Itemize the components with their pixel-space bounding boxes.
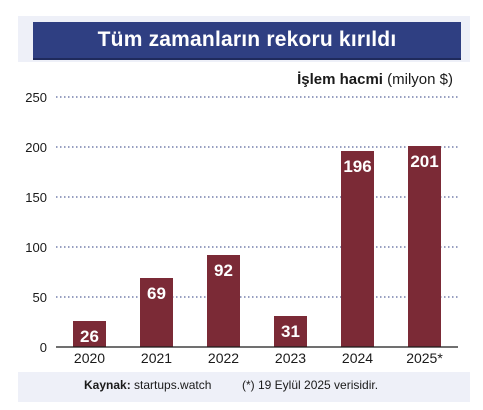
x-tick-label: 2021 — [141, 350, 172, 366]
metric-label: İşlem hacmi (milyon $) — [297, 71, 453, 88]
bar-value-label: 26 — [80, 327, 99, 346]
bar-value-label: 69 — [147, 284, 166, 303]
chart-footer: Kaynak: startups.watch (*) 19 Eylül 2025… — [18, 374, 470, 396]
bar-value-label: 201 — [410, 152, 438, 171]
x-tick-label: 2025* — [406, 350, 443, 366]
x-tick-label: 2020 — [74, 350, 105, 366]
y-tick-label: 100 — [25, 240, 47, 255]
y-tick-label: 50 — [33, 290, 47, 305]
bar-value-label: 92 — [214, 261, 233, 280]
source-line: Kaynak: startups.watch — [84, 378, 211, 392]
bar — [274, 316, 307, 347]
source-value: startups.watch — [130, 378, 212, 392]
y-tick-label: 200 — [25, 140, 47, 155]
source-label: Kaynak: — [84, 378, 131, 392]
bar — [140, 278, 173, 347]
bar-value-label: 196 — [343, 157, 371, 176]
footnote: (*) 19 Eylül 2025 verisidir. — [242, 378, 379, 392]
grid-lines — [56, 96, 458, 298]
plot-background — [18, 62, 470, 372]
y-tick-label: 150 — [25, 190, 47, 205]
x-tick-label: 2022 — [208, 350, 239, 366]
x-tick-labels: 2020 2021 2022 2023 2024 2025* — [74, 350, 443, 366]
x-tick-label: 2023 — [275, 350, 306, 366]
y-tick-label: 0 — [40, 340, 47, 355]
bar-value-labels: 26 69 92 31 196 201 — [80, 152, 439, 346]
bar — [207, 255, 240, 347]
bar — [73, 321, 106, 347]
bar — [408, 146, 441, 347]
bar — [341, 151, 374, 347]
x-tick-label: 2024 — [342, 350, 373, 366]
bar-value-label: 31 — [281, 322, 300, 341]
chart-title: Tüm zamanların rekoru kırıldı — [33, 22, 461, 60]
bars — [73, 146, 441, 347]
metric-label-unit: (milyon $) — [387, 71, 453, 88]
y-tick-labels: 0 50 100 150 200 250 — [25, 90, 47, 355]
metric-label-bold: İşlem hacmi — [297, 71, 383, 88]
y-tick-label: 250 — [25, 90, 47, 105]
